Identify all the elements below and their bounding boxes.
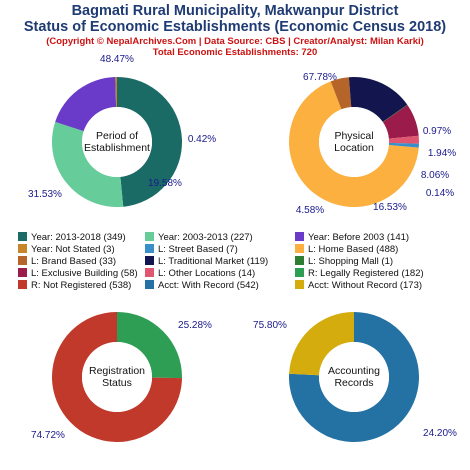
donut-center-label: Registration <box>89 365 145 377</box>
legend-label: Acct: With Record (542) <box>158 280 259 291</box>
slice-percent-label: 8.06% <box>421 170 449 181</box>
total-line: Total Economic Establishments: 720 <box>152 47 318 58</box>
pie-slice <box>382 105 419 139</box>
pie-slice <box>382 104 408 123</box>
pie-slice <box>388 135 419 144</box>
legend-item: Acct: With Record (542) <box>145 280 259 291</box>
pie-slice <box>330 77 352 110</box>
legend-item: L: Home Based (488) <box>295 244 398 255</box>
legend-label: R: Legally Registered (182) <box>308 268 424 279</box>
legend-label: L: Home Based (488) <box>308 244 399 255</box>
slice-percent-label: 25.28% <box>178 320 212 331</box>
legend-item: R: Not Registered (538) <box>18 280 131 291</box>
legend-item: L: Brand Based (33) <box>18 256 116 267</box>
donut-hole <box>319 107 389 177</box>
legend-item: Year: 2013-2018 (349) <box>18 232 126 243</box>
credit-line: (Copyright © NepalArchives.Com | Data So… <box>46 36 424 47</box>
legend-item: R: Legally Registered (182) <box>295 268 424 279</box>
legend-swatch <box>18 268 27 277</box>
slice-percent-label: 67.78% <box>303 72 337 83</box>
legend-item: Year: Before 2003 (141) <box>295 232 409 243</box>
legend-swatch <box>145 256 154 265</box>
slice-percent-label: 4.58% <box>296 205 324 216</box>
legend-label: L: Other Locations (14) <box>158 268 256 279</box>
pie-slice <box>117 312 182 379</box>
slice-percent-label: 1.94% <box>428 148 456 159</box>
legend-swatch <box>295 280 304 289</box>
legend-label: L: Street Based (7) <box>158 244 238 255</box>
donut-center-label: Accounting <box>328 365 380 377</box>
slice-percent-label: 31.53% <box>28 189 62 200</box>
pie-slice <box>52 312 182 442</box>
pie-slice <box>117 77 183 207</box>
legend-swatch <box>295 244 304 253</box>
slice-percent-label: 24.20% <box>423 428 457 439</box>
pie-slice <box>348 76 408 122</box>
legend-label: Year: 2003-2013 (227) <box>158 232 253 243</box>
legend-label: L: Brand Based (33) <box>31 256 117 267</box>
pie-slice <box>115 77 117 108</box>
legend-swatch <box>18 244 27 253</box>
legend-swatch <box>295 268 304 277</box>
pie-slice <box>51 121 124 208</box>
legend-item: L: Street Based (7) <box>145 244 238 255</box>
pie-slice <box>388 142 419 148</box>
legend-item: L: Traditional Market (119) <box>145 256 268 267</box>
legend-label: Year: Not Stated (3) <box>31 244 115 255</box>
pie-slice <box>288 312 419 442</box>
donut-center-label: Records <box>334 377 373 389</box>
legend-label: R: Not Registered (538) <box>31 280 132 291</box>
pie-slice <box>288 81 419 207</box>
legend-label: Year: Before 2003 (141) <box>308 232 410 243</box>
legend-label: Year: 2013-2018 (349) <box>31 232 126 243</box>
chart-title: Bagmati Rural Municipality, Makwanpur Di… <box>71 3 399 19</box>
slice-percent-label: 48.47% <box>100 54 134 65</box>
legend-item: L: Exclusive Building (58) <box>18 268 138 279</box>
pie-slice <box>289 312 354 376</box>
slice-percent-label: 74.72% <box>31 430 65 441</box>
donut-chart-1: 48.47% 31.53% 19.58% 0.42% Period ofEstablis… <box>28 54 216 208</box>
slice-percent-label: 16.53% <box>373 202 407 213</box>
legend-item: Year: 2003-2013 (227) <box>145 232 253 243</box>
legend-label: L: Exclusive Building (58) <box>31 268 138 279</box>
donut-hole <box>319 342 389 412</box>
chart-subtitle: Status of Economic Establishments (Econo… <box>23 19 447 35</box>
chart-header: Bagmati Rural Municipality, Makwanpur Di… <box>0 0 470 58</box>
donut-hole <box>82 342 152 412</box>
donut-center-label: Location <box>334 142 374 154</box>
legend-swatch <box>295 232 304 241</box>
donut-center-label: Physical <box>334 130 373 142</box>
donut-center-label: Status <box>102 377 132 389</box>
slice-percent-label: 75.80% <box>253 320 287 331</box>
legend-item: Year: Not Stated (3) <box>18 244 115 255</box>
slice-percent-label: 0.97% <box>423 126 451 137</box>
slice-percent-label: 0.42% <box>188 134 216 145</box>
legend-swatch <box>18 232 27 241</box>
legend-swatch <box>18 256 27 265</box>
legend-swatch <box>145 280 154 289</box>
slice-percent-label: 0.14% <box>426 188 454 199</box>
pie-slice <box>55 77 117 132</box>
donut-hole <box>82 107 152 177</box>
legend-label: Acct: Without Record (173) <box>308 280 423 291</box>
donut-center-label: Period of <box>96 130 138 142</box>
legend-swatch <box>295 256 304 265</box>
legend-swatch <box>145 268 154 277</box>
legend-label: L: Traditional Market (119) <box>158 256 269 267</box>
legend-item: Acct: Without Record (173) <box>295 280 422 291</box>
legend-item: L: Shopping Mall (1) <box>295 256 393 267</box>
legend-label: L: Shopping Mall (1) <box>308 256 394 267</box>
donut-chart-2: 67.78% 4.58% 16.53% 0.14% 8.06% 1.94% 0.97% Phy… <box>288 72 456 216</box>
legend-item: L: Other Locations (14) <box>145 268 255 279</box>
legend-swatch <box>145 232 154 241</box>
legend-swatch <box>18 280 27 289</box>
slice-percent-label: 19.58% <box>148 178 182 189</box>
donut-center-label: Establishment <box>84 142 150 154</box>
legend-swatch <box>145 244 154 253</box>
